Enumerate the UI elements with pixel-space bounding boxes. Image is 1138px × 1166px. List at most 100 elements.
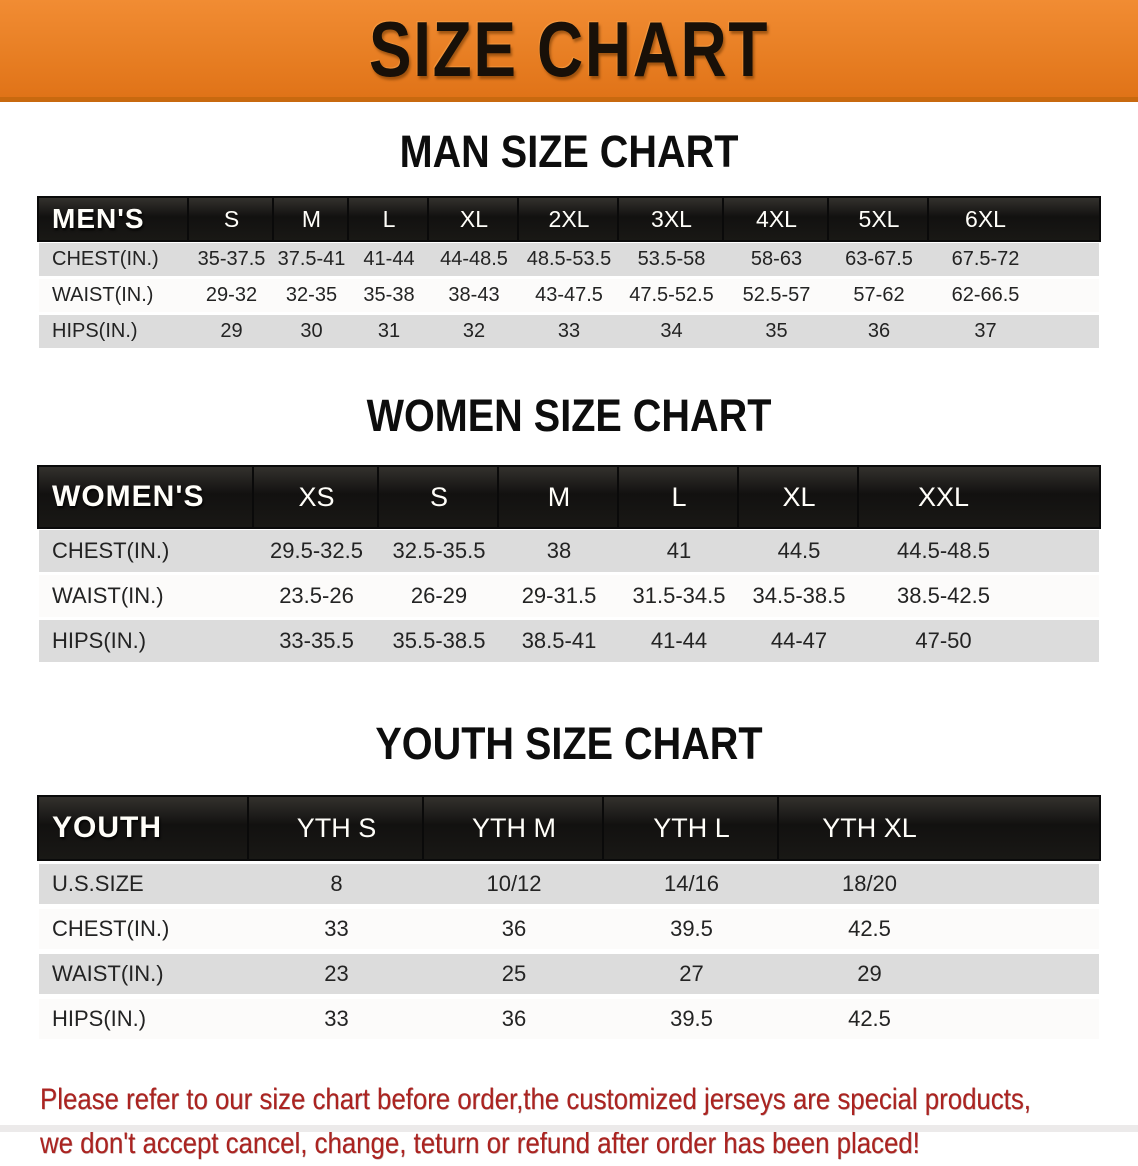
size-column-header: S <box>379 467 499 527</box>
measurement-row: WAIST(IN.) 29-32 32-35 35-38 38-43 43-47.5 47.… <box>39 279 1099 312</box>
disclaimer-line-1: Please refer to our size chart before or… <box>40 1083 1031 1116</box>
size-value-cell: 67.5-72 <box>951 248 1020 270</box>
size-value-cell: 57-62 <box>853 284 905 306</box>
size-value-cell: 30 <box>300 320 323 342</box>
size-value-cell: 26-29 <box>410 583 468 608</box>
size-value-cell: 35 <box>765 320 788 342</box>
size-column-header: YTH L <box>604 797 779 859</box>
size-value-cell: 38-43 <box>448 284 500 306</box>
size-value-cell: 42.5 <box>848 1006 891 1031</box>
banner-title: SIZE CHART <box>368 4 770 93</box>
measurement-row: HIPS(IN.) 33 36 39.5 42.5 <box>39 999 1099 1039</box>
measurement-label: WAIST(IN.) <box>52 961 164 986</box>
women-section: WOMEN SIZE CHART WOMEN'S XS S M L XL XXL CHEST(… <box>0 393 1138 665</box>
size-value-cell: 41 <box>666 538 692 563</box>
men-section: MAN SIZE CHART MEN'S S M L XL 2XL 3XL 4XL 5XL 6XL… <box>0 129 1138 351</box>
bottom-edge-strip <box>0 1125 1138 1132</box>
size-value-cell: 53.5-58 <box>637 248 706 270</box>
size-value-cell: 32-35 <box>285 284 338 306</box>
order-disclaimer: Please refer to our size chart before or… <box>40 1078 1031 1166</box>
size-value-cell: 48.5-53.5 <box>526 248 612 270</box>
size-value-cell: 27 <box>679 961 704 986</box>
size-value-cell: 38 <box>546 538 572 563</box>
size-column-header: 2XL <box>519 198 619 240</box>
size-column-header: YTH S <box>249 797 424 859</box>
size-header-row: WOMEN'S XS S M L XL XXL <box>39 467 1099 527</box>
size-value-cell: 25 <box>501 961 527 986</box>
size-header-row: MEN'S S M L XL 2XL 3XL 4XL 5XL 6XL <box>39 198 1099 240</box>
size-value-cell: 23.5-26 <box>279 583 354 608</box>
size-column-header: L <box>349 198 429 240</box>
youth-section-heading: YOUTH SIZE CHART <box>375 718 763 769</box>
size-value-cell: 43-47.5 <box>535 284 603 306</box>
size-column-header: M <box>274 198 349 240</box>
measurement-row: WAIST(IN.) 23.5-26 26-29 29-31.5 31.5-34.5 34… <box>39 575 1099 617</box>
table-group-label: WOMEN'S <box>39 467 254 527</box>
size-column-header: YTH XL <box>779 797 1099 859</box>
size-value-cell: 29-31.5 <box>521 583 597 608</box>
size-value-cell: 44.5 <box>777 538 821 563</box>
size-value-cell: 52.5-57 <box>742 284 811 306</box>
size-value-cell: 35.5-38.5 <box>392 628 486 653</box>
size-column-header: YTH M <box>424 797 604 859</box>
size-value-cell: 36 <box>867 320 891 342</box>
measurement-row: HIPS(IN.) 33-35.5 35.5-38.5 38.5-41 41-44 44-… <box>39 620 1099 662</box>
size-value-cell: 34 <box>660 320 683 342</box>
size-value-cell: 41-44 <box>363 248 415 270</box>
size-column-header: 3XL <box>619 198 724 240</box>
size-value-cell: 58-63 <box>750 248 803 270</box>
measurement-row: CHEST(IN.) 29.5-32.5 32.5-35.5 38 41 44.5 44.5… <box>39 530 1099 572</box>
measurement-label: WAIST(IN.) <box>52 284 154 306</box>
measurement-label: U.S.SIZE <box>52 871 144 896</box>
size-value-cell: 29 <box>220 320 243 342</box>
size-value-cell: 63-67.5 <box>845 248 913 270</box>
size-column-header: 6XL <box>929 198 1099 240</box>
size-value-cell: 32 <box>462 320 486 342</box>
size-column-header: XS <box>254 467 379 527</box>
table-group-label: YOUTH <box>39 797 249 859</box>
size-chart-banner: SIZE CHART <box>0 0 1138 102</box>
measurement-label: CHEST(IN.) <box>52 538 170 563</box>
size-column-header: XL <box>429 198 519 240</box>
size-value-cell: 38.5-42.5 <box>897 583 990 608</box>
size-value-cell: 41-44 <box>650 628 708 653</box>
size-value-cell: 8 <box>330 871 343 896</box>
men-size-table: MEN'S S M L XL 2XL 3XL 4XL 5XL 6XL CHEST(IN.) 35-37… <box>39 195 1099 351</box>
size-value-cell: 29 <box>857 961 882 986</box>
measurement-label: HIPS(IN.) <box>52 1006 147 1031</box>
size-value-cell: 35-38 <box>363 284 415 306</box>
size-value-cell: 33 <box>324 1006 349 1031</box>
measurement-label: HIPS(IN.) <box>52 320 138 342</box>
measurement-label: WAIST(IN.) <box>52 583 164 608</box>
measurement-row: CHEST(IN.) 33 36 39.5 42.5 <box>39 909 1099 949</box>
women-size-table: WOMEN'S XS S M L XL XXL CHEST(IN.) 29.5-32.5 32.5… <box>39 464 1099 665</box>
size-value-cell: 37.5-41 <box>277 248 346 270</box>
size-column-header: 5XL <box>829 198 929 240</box>
size-value-cell: 36 <box>501 1006 527 1031</box>
size-value-cell: 33 <box>557 320 581 342</box>
size-value-cell: 42.5 <box>848 916 891 941</box>
measurement-label: CHEST(IN.) <box>52 248 159 270</box>
measurement-row: WAIST(IN.) 23 25 27 29 <box>39 954 1099 994</box>
size-value-cell: 34.5-38.5 <box>752 583 846 608</box>
size-value-cell: 23 <box>324 961 349 986</box>
measurement-label: HIPS(IN.) <box>52 628 147 653</box>
size-value-cell: 47-50 <box>915 628 972 653</box>
size-value-cell: 33 <box>324 916 349 941</box>
size-header-row: YOUTH YTH S YTH M YTH L YTH XL <box>39 797 1099 859</box>
size-column-header: L <box>619 467 739 527</box>
size-value-cell: 18/20 <box>841 871 898 896</box>
table-group-label: MEN'S <box>39 198 189 240</box>
size-column-header: XXL <box>859 467 1099 527</box>
size-value-cell: 31 <box>377 320 401 342</box>
size-column-header: S <box>189 198 274 240</box>
measurement-row: U.S.SIZE 8 10/12 14/16 18/20 <box>39 864 1099 904</box>
men-section-heading: MAN SIZE CHART <box>399 126 739 177</box>
size-value-cell: 10/12 <box>486 871 542 896</box>
measurement-label: CHEST(IN.) <box>52 916 170 941</box>
size-value-cell: 38.5-41 <box>521 628 597 653</box>
size-value-cell: 39.5 <box>670 1006 713 1031</box>
size-value-cell: 31.5-34.5 <box>632 583 726 608</box>
size-column-header: M <box>499 467 619 527</box>
size-value-cell: 47.5-52.5 <box>629 284 714 306</box>
